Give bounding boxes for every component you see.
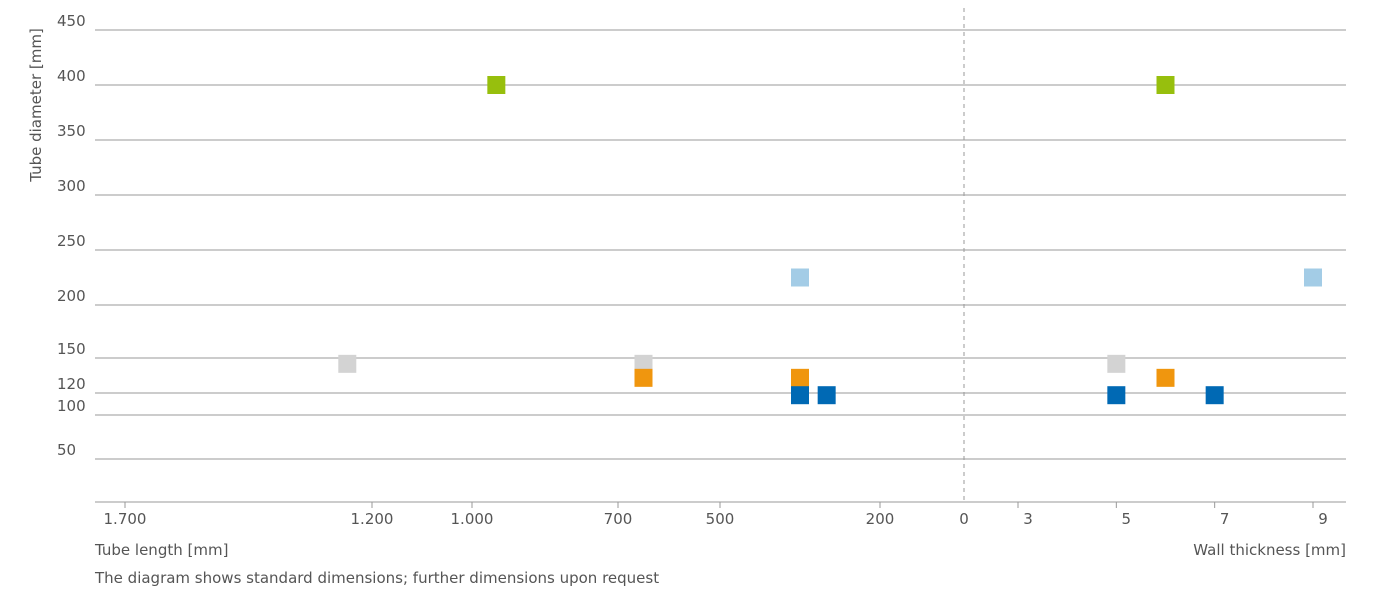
- x-tick-label-thickness-5: 5: [1122, 510, 1132, 528]
- y-tick-label-100: 100: [57, 397, 86, 415]
- point-length-0: [487, 76, 506, 94]
- x-tick-label-length-0: 0: [959, 510, 969, 528]
- y-tick-labels: 450 400 350 300 250 200 150 120 100 50: [57, 12, 86, 459]
- point-length-6: [791, 386, 809, 405]
- point-thickness-2: [1107, 354, 1126, 373]
- point-thickness-1: [1304, 268, 1322, 287]
- point-length-7: [817, 386, 836, 405]
- x-tick-label-length-500: 500: [706, 510, 735, 528]
- y-axis-label: Tube diameter [mm]: [27, 28, 45, 183]
- x-tick-label-length-1000: 1.000: [451, 510, 494, 528]
- x-tick-label-length-700: 700: [604, 510, 633, 528]
- point-thickness-4: [1156, 368, 1175, 387]
- x-tick-label-length-1700: 1.700: [104, 510, 147, 528]
- grid-lines: [95, 29, 1346, 460]
- y-tick-label-300: 300: [57, 177, 86, 195]
- footnote: The diagram shows standard dimensions; f…: [94, 569, 659, 587]
- point-thickness-0: [1156, 76, 1175, 94]
- point-length-4: [634, 368, 653, 387]
- x-tick-label-thickness-7: 7: [1220, 510, 1230, 528]
- data-points: [338, 76, 1322, 405]
- x-tick-label-thickness-3: 3: [1023, 510, 1033, 528]
- y-tick-label-400: 400: [57, 67, 86, 85]
- y-tick-label-250: 250: [57, 232, 86, 250]
- x-tick-label-length-1200: 1.200: [351, 510, 394, 528]
- point-length-1: [791, 268, 809, 287]
- y-tick-label-200: 200: [57, 287, 86, 305]
- y-tick-label-120: 120: [57, 375, 86, 393]
- point-length-3: [634, 354, 653, 373]
- y-tick-label-150: 150: [57, 340, 86, 358]
- y-tick-label-350: 350: [57, 122, 86, 140]
- x-axis-label-length: Tube length [mm]: [94, 541, 228, 559]
- point-thickness-6: [1107, 386, 1126, 405]
- x-tick-label-length-200: 200: [866, 510, 895, 528]
- point-thickness-7: [1205, 386, 1224, 405]
- point-length-5: [791, 368, 809, 387]
- x-axis-label-thickness: Wall thickness [mm]: [1193, 541, 1346, 559]
- point-length-2: [338, 354, 357, 373]
- y-tick-label-450: 450: [57, 12, 86, 30]
- x-tick-label-thickness-9: 9: [1318, 510, 1328, 528]
- y-tick-label-50: 50: [57, 441, 76, 459]
- x-ticks: 1.700 1.200 1.000 700 500 200 0 3 5 7 9: [104, 502, 1328, 528]
